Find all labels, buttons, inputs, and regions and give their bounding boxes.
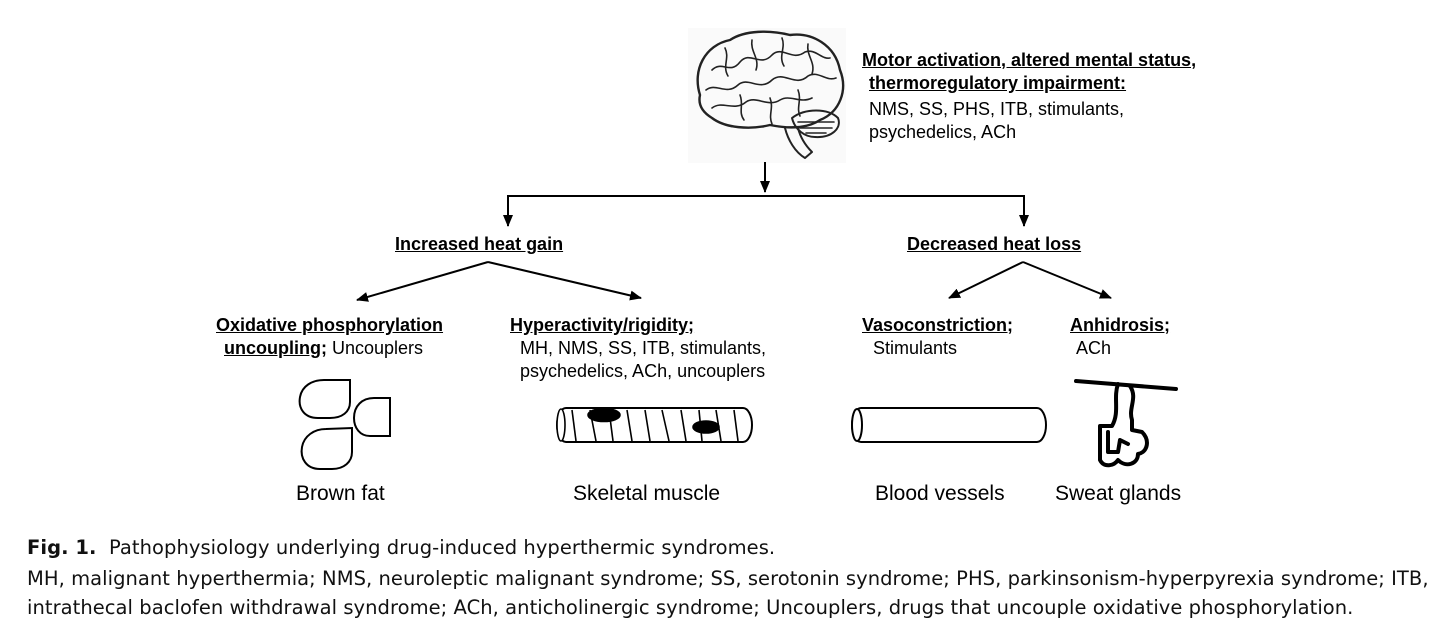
brain-body-line2: psychedelics, ACh	[869, 122, 1017, 142]
brown-fat-label: Brown fat	[296, 482, 385, 505]
hyperactivity-title: Hyperactivity/rigidity;	[510, 315, 695, 335]
brain-heading-line2: thermoregulatory impairment:	[869, 73, 1127, 93]
brown-fat-icon	[298, 379, 391, 470]
decreased-heat-loss-label: Decreased heat loss	[907, 234, 1082, 254]
oxphos-line2: uncoupling; Uncouplers	[224, 337, 423, 360]
blood-vessels-label: Blood vessels	[875, 482, 1005, 505]
figure-caption-line2: MH, malignant hyperthermia; NMS, neurole…	[27, 567, 1429, 590]
skeletal-muscle-icon	[556, 407, 753, 443]
blood-vessel-icon	[851, 407, 1047, 443]
hyperactivity-line1: MH, NMS, SS, ITB, stimulants,	[520, 338, 767, 358]
hyperactivity-line2: psychedelics, ACh, uncouplers	[520, 361, 766, 381]
vasoconstriction-title: Vasoconstriction;	[862, 315, 1014, 335]
anhidrosis-agents: ACh	[1076, 338, 1112, 358]
brain-icon	[688, 28, 846, 163]
figure-caption-title: Fig. 1. Pathophysiology underlying drug-…	[27, 536, 775, 559]
oxphos-title-cont: uncoupling;	[224, 338, 327, 358]
sweat-gland-icon	[1074, 379, 1178, 468]
figure-label: Fig. 1.	[27, 536, 97, 559]
anhidrosis-title: Anhidrosis;	[1070, 315, 1171, 335]
increased-heat-gain-label: Increased heat gain	[395, 234, 564, 254]
oxphos-title: Oxidative phosphorylation	[216, 315, 444, 335]
sweat-glands-label: Sweat glands	[1055, 482, 1182, 505]
figure-caption-line3: intrathecal baclofen withdrawal syndrome…	[27, 596, 1354, 619]
vasoconstriction-agents: Stimulants	[873, 338, 958, 358]
figure-title: Pathophysiology underlying drug-induced …	[109, 536, 776, 559]
skeletal-muscle-label: Skeletal muscle	[573, 482, 721, 505]
brain-heading-line1: Motor activation, altered mental status,	[862, 50, 1197, 70]
oxphos-agents: Uncouplers	[326, 338, 424, 358]
brain-body-line1: NMS, SS, PHS, ITB, stimulants,	[869, 99, 1125, 119]
